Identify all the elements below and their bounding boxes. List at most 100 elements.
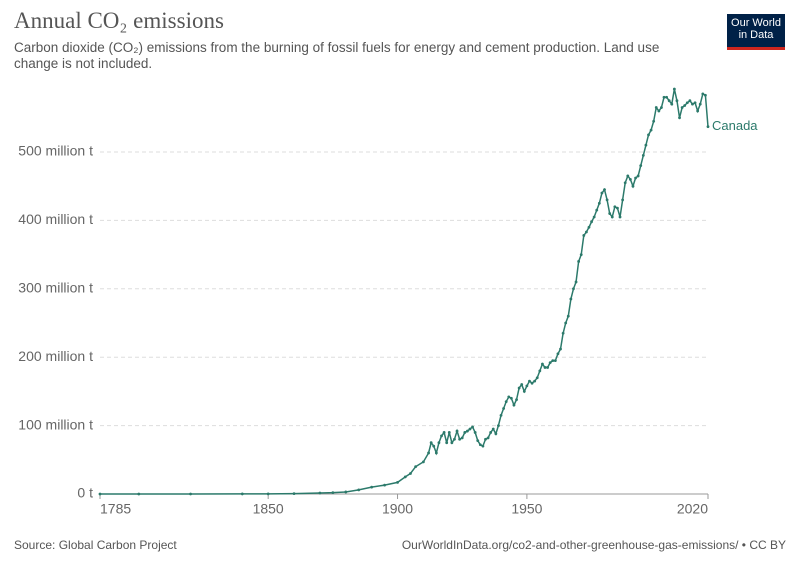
data-point xyxy=(422,460,425,464)
data-point xyxy=(515,398,518,402)
data-point xyxy=(631,184,635,188)
series-line xyxy=(99,88,709,495)
data-point xyxy=(647,133,650,137)
data-point xyxy=(517,386,521,390)
data-point xyxy=(455,429,459,433)
data-point xyxy=(665,95,669,99)
data-point xyxy=(530,381,534,385)
logo[interactable]: Our World in Data xyxy=(727,14,785,50)
chart-title: Annual CO₂ emissions xyxy=(14,8,224,33)
data-point xyxy=(572,287,575,291)
data-point xyxy=(616,206,619,210)
data-point xyxy=(414,465,418,469)
data-point xyxy=(137,492,141,496)
data-point xyxy=(551,359,555,363)
data-point xyxy=(564,321,568,325)
data-point xyxy=(541,362,544,366)
data-point xyxy=(383,483,386,487)
source-url: OurWorldInData.org/co2-and-other-greenho… xyxy=(401,538,786,552)
data-point xyxy=(484,437,487,441)
data-point xyxy=(463,431,467,434)
data-point xyxy=(189,492,192,496)
data-point xyxy=(696,109,700,113)
x-tick-label: 1950 xyxy=(511,501,542,517)
data-point xyxy=(318,491,322,495)
data-point xyxy=(688,99,692,103)
data-point xyxy=(465,429,469,433)
y-tick-label: 400 million t xyxy=(18,211,93,227)
data-point xyxy=(639,164,643,168)
data-point xyxy=(507,395,511,399)
data-point xyxy=(628,177,632,181)
data-point xyxy=(553,359,557,363)
y-tick-label: 200 million t xyxy=(18,348,93,364)
data-point xyxy=(476,439,480,443)
y-tick-label: 0 t xyxy=(77,485,93,501)
chart: 0 t 100 million t 200 million t 300 million… xyxy=(18,87,758,517)
data-point xyxy=(585,230,588,234)
data-point xyxy=(98,492,102,496)
x-tick-label: 2020 xyxy=(677,501,708,517)
data-point xyxy=(667,99,671,103)
data-point xyxy=(623,181,627,185)
data-point xyxy=(652,119,656,123)
data-point xyxy=(597,201,601,205)
data-point xyxy=(458,437,462,441)
data-point xyxy=(522,390,526,393)
data-point xyxy=(680,106,684,109)
data-point xyxy=(566,314,570,318)
data-point xyxy=(641,154,645,157)
data-point xyxy=(489,431,493,434)
data-point xyxy=(445,441,449,445)
data-point xyxy=(481,444,485,448)
data-point xyxy=(587,225,591,229)
data-point xyxy=(683,104,687,107)
logo-line: Our World xyxy=(731,17,781,29)
data-point xyxy=(429,441,433,445)
data-point xyxy=(582,234,586,237)
data-point xyxy=(678,116,681,120)
data-point xyxy=(478,443,482,447)
data-point xyxy=(621,198,625,202)
data-point xyxy=(546,366,549,369)
data-point xyxy=(556,352,560,356)
data-point xyxy=(579,253,583,256)
data-point xyxy=(701,92,705,96)
data-point xyxy=(577,260,581,263)
data-point xyxy=(538,369,542,373)
data-point xyxy=(618,215,622,219)
data-point xyxy=(432,444,436,448)
data-point xyxy=(292,492,296,496)
data-point xyxy=(626,174,630,178)
data-point xyxy=(434,451,438,455)
data-point xyxy=(409,472,412,475)
data-point xyxy=(525,384,529,388)
data-point xyxy=(654,106,658,109)
data-point xyxy=(592,215,596,219)
data-point xyxy=(486,436,490,440)
data-point xyxy=(512,403,516,407)
data-point xyxy=(535,376,539,380)
data-point xyxy=(600,191,604,195)
data-point xyxy=(574,280,578,284)
data-point xyxy=(559,347,562,351)
data-point xyxy=(497,424,500,427)
data-point xyxy=(504,400,508,404)
data-point xyxy=(427,451,430,455)
data-point xyxy=(595,208,599,212)
data-point xyxy=(357,488,361,492)
data-point xyxy=(675,99,679,103)
data-point xyxy=(471,425,474,429)
data-point xyxy=(603,188,606,192)
data-point xyxy=(240,492,244,496)
data-point xyxy=(509,396,513,400)
data-point xyxy=(634,176,637,180)
data-point xyxy=(437,441,441,445)
data-point xyxy=(685,101,689,105)
source: Source: Global Carbon Project xyxy=(14,538,177,552)
data-point xyxy=(660,106,663,109)
data-point xyxy=(447,431,451,434)
data-point xyxy=(704,93,707,97)
x-tick-label: 1785 xyxy=(100,501,131,517)
series-label: Canada xyxy=(712,118,758,133)
